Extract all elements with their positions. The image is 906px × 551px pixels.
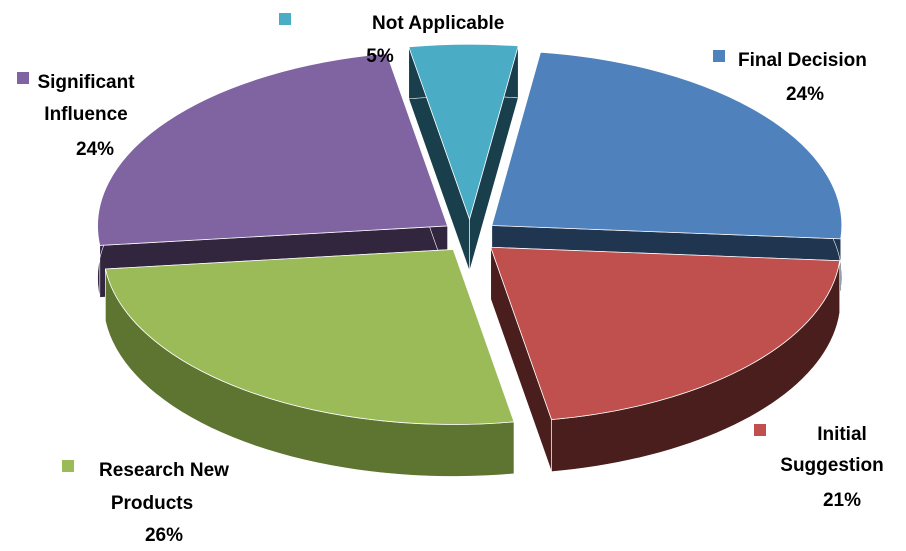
slice-name-label-line: Initial [817,424,867,445]
slice-label-research-new-products: Research New Products 26% [62,460,229,546]
slice-top-face [491,51,843,240]
slice-value-label: 24% [76,139,114,160]
slice-name-label: Not Applicable [372,13,504,34]
legend-swatch [754,424,766,436]
slice-top-face [490,246,841,421]
slice-name-label: Final Decision [738,50,867,71]
legend-swatch [17,72,29,84]
legend-swatch [279,13,291,25]
slice-name-label-line: Influence [44,104,127,125]
slice-label-not-applicable: Not Applicable 5% [279,13,504,67]
slice-label-final-decision: Final Decision 24% [713,50,867,105]
slice-value-label: 21% [823,490,861,511]
slice-top-face [408,43,519,221]
pie-slice-not-applicable [408,43,519,272]
pie-slice-initial-suggestion [490,246,841,472]
slices-layer [97,43,843,477]
slice-label-significant-influence: Significant Influence 24% [17,72,135,160]
slice-label-initial-suggestion: Initial Suggestion 21% [754,424,884,511]
slice-name-label-line: Research New [99,460,229,481]
slice-top-face [97,53,449,246]
labels-layer: Final Decision 24% Initial Suggestion 21% Res… [17,13,884,546]
slice-top-face [104,249,515,425]
pie-slice-research-new-products [104,249,515,477]
legend-swatch [62,460,74,472]
slice-value-label: 26% [145,525,183,546]
slice-value-label: 24% [786,84,824,105]
slice-value-label: 5% [366,46,394,67]
legend-swatch [713,50,725,62]
slice-name-label-line: Significant [37,72,135,93]
slice-name-label-line: Products [111,493,193,514]
slice-name-label-line: Suggestion [780,455,883,476]
